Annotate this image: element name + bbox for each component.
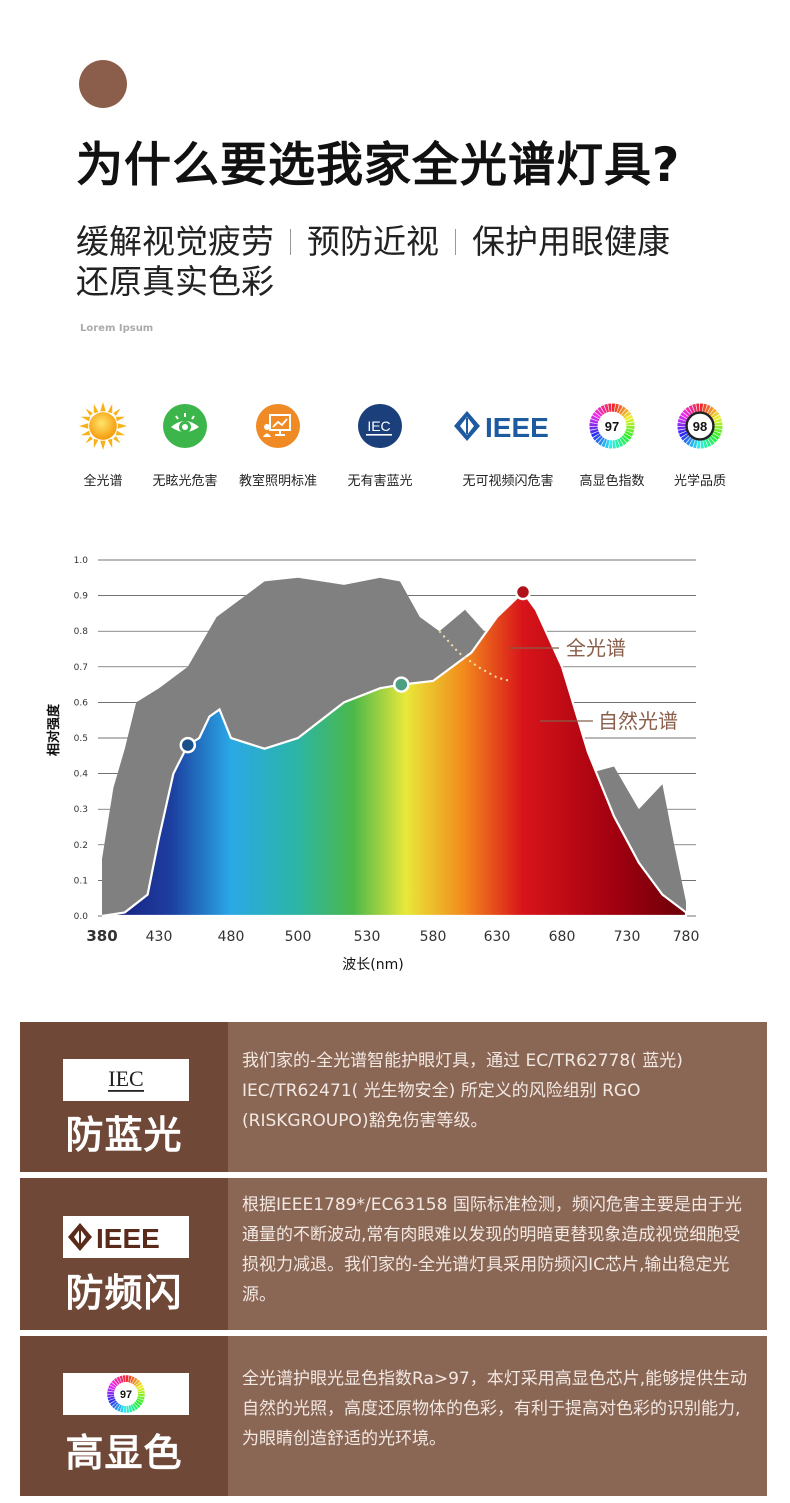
iec-logo-icon: IEC	[63, 1059, 189, 1101]
benefit-item: 还原真实色彩	[76, 262, 274, 301]
page-title: 为什么要选我家全光谱灯具?	[76, 138, 681, 193]
spectrum-marker	[179, 736, 197, 754]
cri-98-icon: 98	[676, 402, 724, 450]
eye-icon	[161, 402, 209, 450]
svg-text:IEEE: IEEE	[485, 412, 549, 443]
x-tick-label: 380	[86, 927, 117, 945]
header-dot	[79, 60, 127, 108]
y-tick-label: 0.8	[74, 627, 89, 637]
sun-icon	[79, 402, 127, 450]
natural-spectrum-area	[101, 590, 688, 918]
cri-97-logo-icon: 97	[63, 1373, 189, 1415]
x-tick-label: 500	[285, 929, 312, 945]
feature-classroom: 教室照明标准	[228, 402, 328, 489]
feature-no-blue-light: IEC 无有害蓝光	[330, 402, 430, 489]
spectrum-marker	[514, 583, 532, 601]
x-tick-label: 480	[218, 929, 245, 945]
svg-text:IEC: IEC	[108, 1066, 143, 1091]
y-tick-label: 0.9	[74, 592, 89, 602]
feature-icons-row: 全光谱 无眩光危害 教室照明标准	[60, 402, 760, 502]
cri-97-icon: 97	[588, 402, 636, 450]
svg-text:97: 97	[605, 419, 619, 434]
svg-text:98: 98	[693, 419, 707, 434]
legend-natural-spectrum: 自然光谱	[598, 709, 678, 733]
y-tick-label: 0.6	[74, 698, 89, 708]
y-tick-label: 0.5	[74, 734, 88, 744]
svg-text:IEEE: IEEE	[96, 1223, 160, 1254]
spectrum-marker	[393, 676, 410, 693]
y-tick-label: 0.1	[74, 876, 88, 886]
x-tick-label: 580	[420, 929, 447, 945]
lorem-caption: Lorem Ipsum	[80, 323, 154, 334]
legend-full-spectrum: 全光谱	[566, 636, 626, 660]
benefit-item: 保护用眼健康	[472, 222, 670, 261]
y-tick-label: 1.0	[74, 556, 89, 566]
divider	[455, 229, 456, 255]
panel-title: 防蓝光	[65, 1113, 183, 1157]
y-axis-ticks: 0.0 0.1 0.2 0.3 0.4 0.5 0.6 0.7 0.8 0.9 1.0	[74, 556, 89, 922]
y-tick-label: 0.4	[74, 770, 89, 780]
iec-icon: IEC	[356, 402, 404, 450]
feature-label: 光学品质	[673, 474, 726, 489]
x-tick-label: 530	[354, 929, 381, 945]
feature-label: 无可视频闪危害	[462, 474, 554, 489]
x-tick-label: 680	[549, 929, 576, 945]
y-tick-label: 0.0	[74, 912, 89, 922]
x-tick-label: 730	[614, 929, 641, 945]
panel-left-block	[20, 1336, 228, 1496]
panel-anti-flicker: IEEE 防频闪 根据IEEE1789*/EC63158 国际标准检测，频闪危害…	[20, 1178, 767, 1330]
y-axis-label: 相对强度	[46, 703, 62, 756]
feature-label: 无眩光危害	[152, 474, 218, 489]
x-tick-label: 630	[484, 929, 511, 945]
panel-text: 根据IEEE1789*/EC63158 国际标准检测，频闪危害主要是由于光通量的…	[242, 1195, 742, 1305]
dotted-curve	[438, 630, 511, 682]
panel-title: 防频闪	[65, 1271, 183, 1315]
feature-label: 全光谱	[83, 474, 123, 489]
feature-label: 教室照明标准	[238, 474, 317, 489]
benefit-item: 缓解视觉疲劳	[76, 222, 274, 261]
ieee-icon: IEEE	[452, 402, 564, 450]
feature-full-spectrum: 全光谱	[53, 402, 153, 489]
svg-text:97: 97	[120, 1389, 132, 1401]
ieee-logo-icon: IEEE	[63, 1216, 189, 1258]
svg-text:IEC: IEC	[367, 418, 390, 434]
panel-anti-blue-light: IEC 防蓝光 我们家的-全光谱智能护眼灯具，通过 EC/TR62778( 蓝光…	[20, 1022, 767, 1172]
classroom-icon	[254, 402, 302, 450]
x-tick-label: 780	[673, 929, 700, 945]
panel-text: 全光谱护眼光显色指数Ra>97，本灯采用高显色芯片,能够提供生动自然的光照，高度…	[242, 1369, 748, 1449]
benefits-subtitle: 缓解视觉疲劳 预防近视 保护用眼健康 还原真实色彩	[76, 222, 766, 302]
panel-title: 高显色	[65, 1431, 183, 1475]
feature-no-glare: 无眩光危害	[135, 402, 235, 489]
panel-text: 我们家的-全光谱智能护眼灯具，通过 EC/TR62778( 蓝光) IEC/TR…	[242, 1051, 683, 1131]
feature-high-cri: 97 高显色指数	[562, 402, 662, 489]
chart-markers	[179, 583, 532, 754]
spectrum-chart: 0.0 0.1 0.2 0.3 0.4 0.5 0.6 0.7 0.8 0.9 1.0 全光谱 自然…	[46, 556, 699, 973]
y-tick-label: 0.3	[74, 805, 88, 815]
panel-high-cri: 97 高显色 全光谱护眼光显色指数Ra>97，本灯采用高显色芯片,能够提供生动自…	[20, 1336, 767, 1496]
x-axis-ticks: 380 430 480 500 530 580 630 680 730 780	[86, 927, 699, 945]
y-tick-label: 0.2	[74, 841, 88, 851]
benefit-item: 预防近视	[307, 222, 439, 261]
divider	[290, 229, 291, 255]
feature-optical-quality: 98 光学品质	[650, 402, 750, 489]
feature-label: 无有害蓝光	[347, 474, 413, 489]
x-axis-label: 波长(nm)	[342, 957, 403, 973]
feature-no-flicker: IEEE 无可视频闪危害	[448, 402, 568, 489]
x-tick-label: 430	[146, 929, 173, 945]
y-tick-label: 0.7	[74, 663, 88, 673]
feature-label: 高显色指数	[579, 474, 645, 489]
